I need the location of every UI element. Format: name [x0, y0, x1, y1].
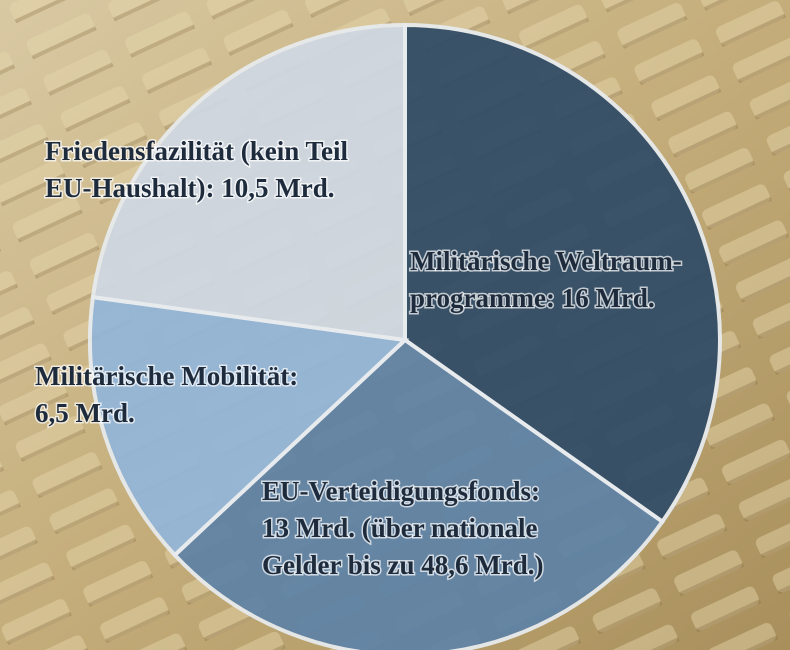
slice-label: Gelder bis zu 48,6 Mrd.) [262, 550, 543, 580]
slice-label: Militärische Weltraum- [410, 246, 682, 276]
chart: Militärische Weltraum-programme: 16 Mrd.… [0, 0, 790, 650]
slice-label: EU-Haushalt): 10,5 Mrd. [45, 173, 335, 203]
slice-label: 6,5 Mrd. [35, 398, 135, 428]
slice-label: Friedensfazilität (kein Teil [45, 136, 348, 166]
slice-label: EU-Verteidigungsfonds: [262, 476, 540, 506]
slice-label: programme: 16 Mrd. [410, 283, 655, 313]
slice-label: Militärische Mobilität: [35, 361, 298, 391]
slice-label: 13 Mrd. (über nationale [262, 513, 538, 543]
